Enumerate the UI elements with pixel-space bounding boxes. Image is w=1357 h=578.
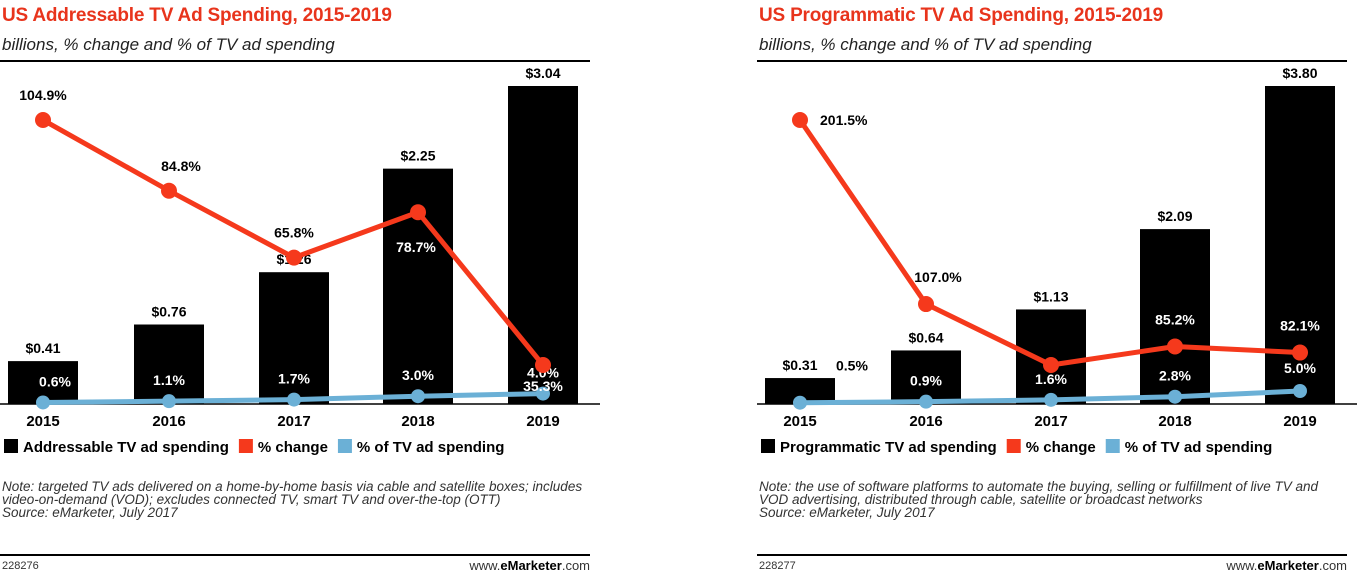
chart-subtitle: billions, % change and % of TV ad spendi… (759, 35, 1092, 54)
x-tick-label-2017: 2017 (1034, 413, 1067, 430)
footer-divider (757, 554, 1347, 556)
change-label-2015: 104.9% (19, 87, 67, 103)
change-label-2016: 107.0% (914, 269, 962, 285)
x-tick-label-2015: 2015 (783, 413, 816, 430)
share-label-2018: 2.8% (1159, 368, 1191, 384)
x-tick-label-2016: 2016 (909, 413, 942, 430)
share-point-2015 (793, 395, 807, 410)
bar-2019 (508, 86, 578, 404)
chart-title: US Programmatic TV Ad Spending, 2015-201… (759, 5, 1163, 26)
change-label-2019: 82.1% (1280, 318, 1320, 334)
bar-2017 (1016, 309, 1086, 404)
change-point-2018 (1167, 338, 1183, 355)
share-point-2016 (919, 394, 933, 409)
change-label-2018: 78.7% (396, 239, 436, 255)
share-point-2017 (1044, 392, 1058, 407)
chart-notes: Note: targeted TV ads delivered on a hom… (2, 479, 592, 520)
bar-value-label-2015: $0.31 (782, 357, 817, 373)
x-tick-label-2017: 2017 (277, 413, 310, 430)
chart-id: 228277 (759, 560, 796, 572)
legend-swatch-1 (1006, 439, 1021, 453)
change-point-2015 (792, 112, 808, 128)
share-point-2019 (536, 386, 550, 401)
chart-id: 228276 (2, 560, 39, 572)
bar-value-label-2019: $3.04 (525, 65, 560, 81)
share-point-2018 (1168, 389, 1182, 404)
change-label-2016: 84.8% (161, 158, 201, 174)
change-label-2019: 35.3% (523, 378, 563, 394)
source-text: Source: eMarketer, July 2017 (759, 505, 935, 520)
change-point-2015 (35, 112, 51, 128)
share-label-2015: 0.5% (836, 358, 868, 374)
chart-notes: Note: the use of software platforms to a… (759, 479, 1349, 520)
bar-2016 (134, 324, 204, 404)
change-point-2017 (1043, 357, 1059, 373)
x-tick-label-2018: 2018 (401, 413, 434, 430)
legend-label-2: % of TV ad spending (357, 439, 505, 456)
share-point-2015 (36, 395, 50, 410)
top-divider (757, 60, 1347, 62)
share-label-2016: 1.1% (153, 372, 185, 388)
bar-value-label-2017: $1.13 (1033, 288, 1068, 304)
share-label-2017: 1.6% (1035, 371, 1067, 387)
bar-value-label-2016: $0.64 (908, 329, 943, 345)
brand-logo: www.eMarketer.com (1226, 558, 1347, 573)
note-text: Note: the use of software platforms to a… (759, 479, 1319, 507)
share-point-2016 (162, 394, 176, 409)
legend-label-0: Addressable TV ad spending (23, 439, 229, 456)
bar-value-label-2018: $2.25 (400, 148, 435, 164)
legend-swatch-0 (761, 439, 775, 453)
share-label-2017: 1.7% (278, 371, 310, 387)
bar-2018 (1140, 229, 1210, 404)
bar-value-label-2019: $3.80 (1282, 65, 1317, 81)
share-label-2015: 0.6% (39, 373, 71, 389)
addressable-chart-svg: $0.41$0.76$1.26$2.25$3.040.6%1.1%1.7%3.0… (0, 65, 600, 456)
change-label-2017: 75.7% (1031, 330, 1071, 346)
legend-label-1: % change (258, 439, 328, 456)
change-point-2018 (410, 204, 426, 221)
top-divider (0, 60, 590, 62)
change-label-2017: 65.8% (274, 225, 314, 241)
change-label-2018: 85.2% (1155, 311, 1195, 327)
legend-swatch-0 (4, 439, 18, 453)
legend-label-0: Programmatic TV ad spending (780, 439, 997, 456)
bar-2017 (259, 272, 329, 404)
x-tick-label-2019: 2019 (1283, 413, 1316, 430)
change-label-2015: 201.5% (820, 112, 868, 128)
bar-value-label-2018: $2.09 (1157, 208, 1192, 224)
x-tick-label-2015: 2015 (26, 413, 59, 430)
share-point-2018 (411, 389, 425, 404)
note-text: Note: targeted TV ads delivered on a hom… (2, 479, 583, 507)
legend-label-1: % change (1026, 439, 1096, 456)
legend-swatch-2 (1105, 439, 1120, 453)
x-tick-label-2019: 2019 (526, 413, 559, 430)
x-tick-label-2018: 2018 (1158, 413, 1191, 430)
chart-title: US Addressable TV Ad Spending, 2015-2019 (2, 5, 392, 26)
change-point-2019 (1292, 344, 1308, 361)
footer-divider (0, 554, 590, 556)
share-label-2016: 0.9% (910, 373, 942, 389)
programmatic-chart-svg: $0.31 $0.64 $1.13 $2.09 $3.80 0.5% 0.9% 1.6% 2.8… (757, 65, 1357, 456)
share-point-2019 (1293, 384, 1307, 398)
change-point-2016 (918, 296, 934, 313)
share-label-2018: 3.0% (402, 367, 434, 383)
bar-value-label-2016: $0.76 (151, 304, 186, 320)
share-point-2017 (287, 392, 301, 407)
brand-logo: www.eMarketer.com (469, 558, 590, 573)
legend-swatch-2 (337, 439, 352, 453)
legend-label-2: % of TV ad spending (1125, 439, 1273, 456)
legend-swatch-1 (238, 439, 253, 453)
source-text: Source: eMarketer, July 2017 (2, 505, 178, 520)
x-tick-label-2016: 2016 (152, 413, 185, 430)
share-label-2019: 5.0% (1284, 360, 1316, 376)
chart-subtitle: billions, % change and % of TV ad spendi… (2, 35, 335, 54)
bar-value-label-2015: $0.41 (25, 340, 60, 356)
chart-panel-addressable: US Addressable TV Ad Spending, 2015-2019… (0, 0, 600, 578)
change-point-2019 (535, 357, 551, 373)
chart-panel-programmatic: US Programmatic TV Ad Spending, 2015-201… (757, 0, 1357, 578)
change-point-2017 (286, 249, 302, 266)
change-point-2016 (161, 182, 177, 199)
